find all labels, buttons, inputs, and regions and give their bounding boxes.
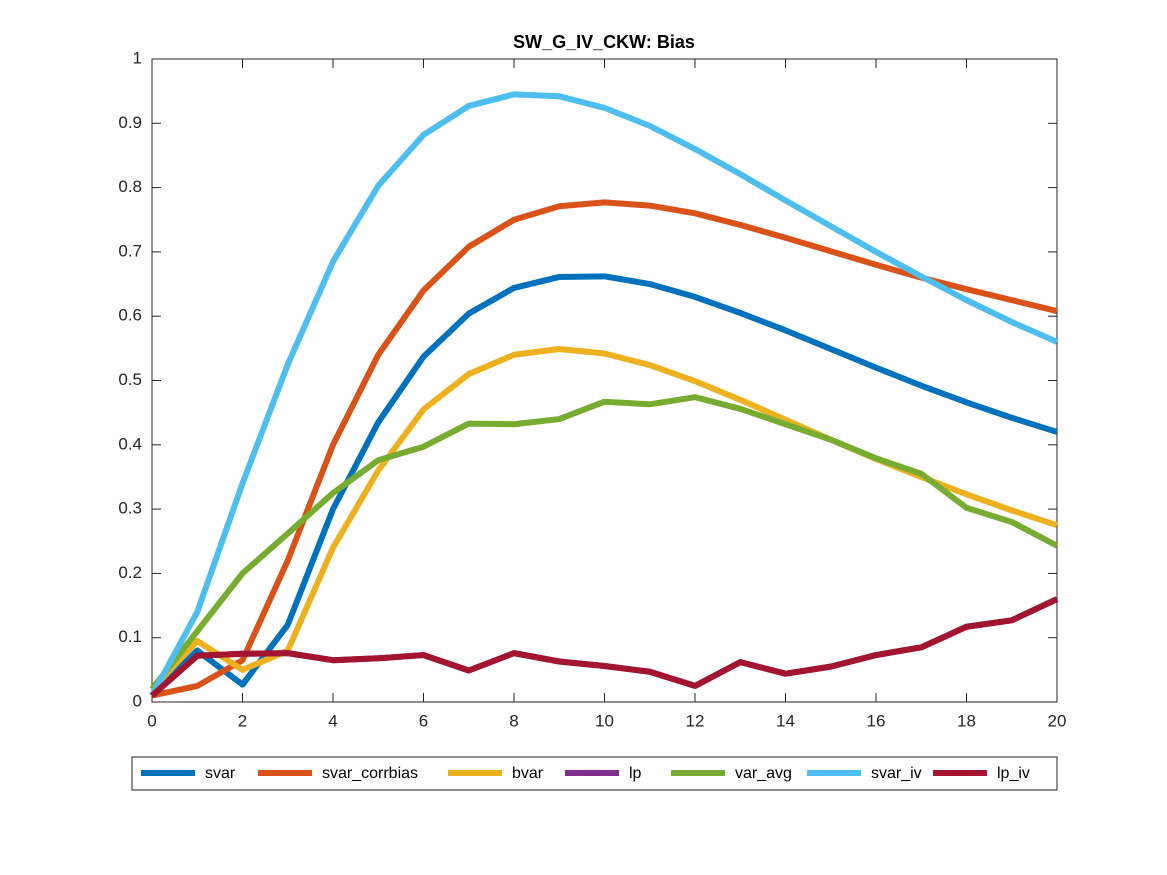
y-tick-label: 0 bbox=[133, 691, 142, 710]
series-line bbox=[149, 394, 1059, 691]
x-tick-label: 10 bbox=[595, 711, 614, 730]
x-tick-label: 6 bbox=[419, 711, 428, 730]
legend-label: lp_iv bbox=[997, 765, 1030, 782]
x-tick-label: 8 bbox=[509, 711, 518, 730]
y-tick-label: 0.5 bbox=[118, 370, 142, 389]
x-tick-label: 2 bbox=[238, 711, 247, 730]
y-tick-label: 0.2 bbox=[118, 563, 142, 582]
y-tick-label: 1 bbox=[133, 48, 142, 67]
y-tick-label: 0.3 bbox=[118, 499, 142, 518]
y-tick-label: 0.8 bbox=[118, 177, 142, 196]
legend-label: svar bbox=[205, 765, 236, 782]
x-tick-label: 0 bbox=[147, 711, 156, 730]
legend-label: lp bbox=[629, 765, 642, 782]
legend-label: var_avg bbox=[735, 765, 792, 782]
series-line bbox=[150, 596, 1059, 698]
legend-label: svar_iv bbox=[871, 765, 922, 782]
y-tick-label: 0.4 bbox=[118, 434, 142, 453]
y-tick-label: 0.1 bbox=[118, 627, 142, 646]
x-tick-label: 14 bbox=[776, 711, 795, 730]
x-tick-label: 4 bbox=[328, 711, 337, 730]
x-tick-label: 20 bbox=[1048, 711, 1067, 730]
series-line bbox=[149, 91, 1059, 697]
x-tick-label: 16 bbox=[867, 711, 886, 730]
chart-title: SW_G_IV_CKW: Bias bbox=[513, 32, 695, 52]
axes-box bbox=[151, 58, 1058, 703]
y-tick-label: 0.6 bbox=[118, 306, 142, 325]
series-line bbox=[149, 273, 1058, 698]
y-tick-label: 0.9 bbox=[118, 113, 142, 132]
legend-label: bvar bbox=[512, 765, 544, 782]
x-tick-label: 18 bbox=[957, 711, 976, 730]
y-tick-label: 0.7 bbox=[118, 241, 142, 260]
x-tick-label: 12 bbox=[686, 711, 705, 730]
legend-label: svar_corrbias bbox=[322, 765, 418, 782]
